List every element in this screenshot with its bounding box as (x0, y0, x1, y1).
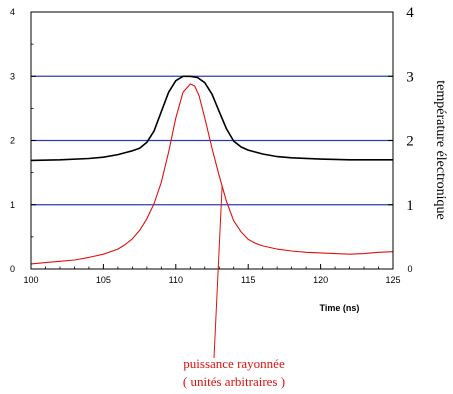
series-line-1 (30, 83, 394, 265)
gridlines (31, 75, 393, 206)
x-tick-label-105: 105 (96, 275, 111, 285)
y-left-tick-label-4: 4 (10, 7, 15, 17)
annotation-line2: ( unités arbitraires ) (183, 374, 285, 389)
x-tick-label-125: 125 (385, 275, 400, 285)
x-tick-label-115: 115 (241, 275, 255, 285)
y-left-tick-label-0: 0 (10, 264, 15, 274)
y-right-tick-label-2: 2 (406, 134, 414, 150)
y-left-tick-label-3: 3 (10, 71, 15, 81)
right-axis-label: température électronique (433, 80, 448, 220)
series-group (30, 75, 394, 265)
x-axis-label: Time (ns) (320, 303, 360, 313)
y-right-tick-label-1: 1 (406, 198, 414, 214)
y-right-tick-label-4: 4 (406, 5, 414, 21)
tick-marks (30, 11, 394, 270)
series-line-0 (30, 75, 393, 162)
x-tick-label-120: 120 (313, 275, 328, 285)
annotation-pointer (213, 185, 223, 359)
y-left-tick-label-1: 1 (10, 200, 15, 210)
x-tick-label-110: 110 (169, 275, 183, 285)
y-left-tick-label-2: 2 (10, 136, 15, 146)
annotation-line1: puissance rayonnée (183, 356, 285, 371)
tick-labels: 100 105 110 115 120 125 0 1 2 3 4 0 1 2 3 4 (10, 5, 414, 285)
y-right-tick-label-0: 0 (407, 264, 412, 274)
x-tick-label-100: 100 (23, 275, 38, 285)
y-right-tick-label-3: 3 (406, 69, 414, 85)
